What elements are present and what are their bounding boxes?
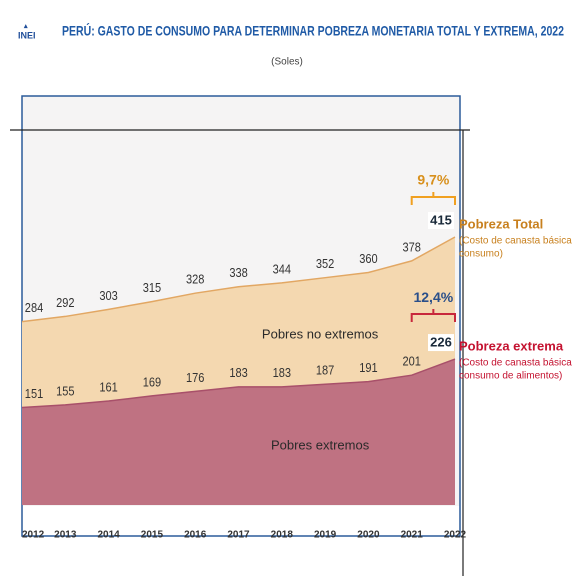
series-description: (Costo de canasta básica de (459, 236, 574, 247)
x-tick-label: 2015 (141, 530, 164, 541)
value-label: 352 (316, 256, 335, 271)
value-label: 328 (186, 272, 205, 287)
value-label: 315 (143, 280, 162, 295)
series-name: Pobreza Total (459, 216, 543, 231)
value-label: 284 (25, 300, 44, 315)
value-label-box (428, 212, 454, 229)
value-label: 415 (430, 212, 452, 227)
value-label: 183 (273, 365, 292, 380)
value-label: 183 (229, 365, 248, 380)
bracket (410, 309, 456, 323)
chart-title: PERÚ: GASTO DE CONSUMO PARA DETERMINAR P… (62, 22, 564, 39)
value-label-box (428, 334, 454, 352)
change-label: 12,4% (413, 289, 453, 305)
x-tick-label: 2014 (97, 530, 120, 541)
logo: ▴ (23, 23, 28, 30)
value-label: 155 (56, 383, 75, 398)
frame (21, 95, 461, 537)
value-label: 292 (56, 295, 75, 310)
value-label: 344 (273, 261, 292, 276)
region-label: Pobres no extremos (262, 326, 379, 341)
x-tick-label: 2013 (54, 530, 77, 541)
value-label: 378 (403, 239, 422, 254)
value-label: 303 (99, 288, 118, 303)
series-description: consumo) (459, 249, 503, 260)
x-tick-label: 2017 (227, 530, 250, 541)
bracket (410, 192, 456, 205)
x-tick-label: 2021 (401, 530, 424, 541)
x-tick-label: 2012 (22, 530, 45, 541)
area-line (21, 358, 456, 409)
value-label: 338 (229, 265, 248, 280)
x-tick-label: 2022 (444, 530, 467, 541)
series-description: (Costo de canasta básica de (459, 358, 574, 369)
value-label: 191 (359, 360, 378, 375)
area-fill (22, 359, 455, 505)
value-label: 187 (316, 363, 335, 378)
value-label: 176 (186, 370, 205, 385)
x-tick-label: 2019 (314, 530, 337, 541)
value-label: 226 (430, 334, 452, 349)
value-label: 169 (143, 374, 162, 389)
x-tick-label: 2020 (357, 530, 380, 541)
x-tick-label: 2016 (184, 530, 207, 541)
logo: INEI (18, 30, 36, 40)
area-line (21, 236, 456, 323)
change-label: 9,7% (417, 172, 449, 188)
value-label: 360 (359, 251, 378, 266)
series-description: consumo de alimentos) (459, 371, 562, 382)
series-name: Pobreza extrema (459, 338, 564, 353)
region-label: Pobres extremos (271, 437, 370, 452)
value-label: 151 (25, 386, 44, 401)
x-tick-label: 2018 (271, 530, 294, 541)
chart-subtitle: (Soles) (271, 57, 303, 68)
value-label: 201 (403, 354, 422, 369)
value-label: 161 (99, 380, 118, 395)
